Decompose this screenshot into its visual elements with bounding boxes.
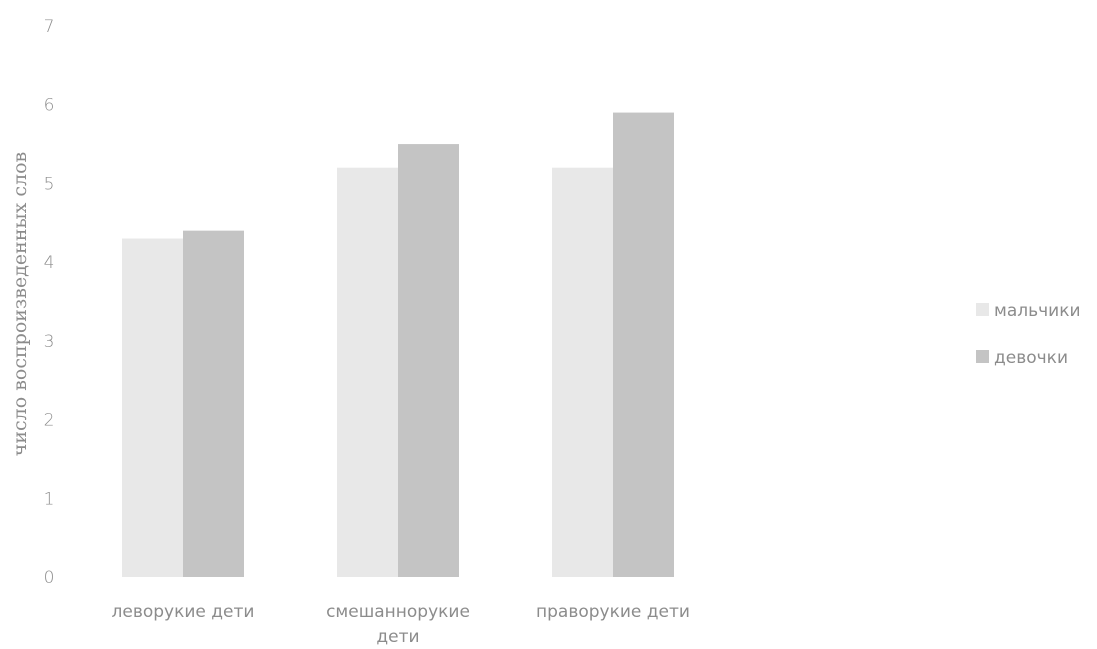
legend-swatch (976, 303, 989, 316)
y-tick-label: 3 (44, 332, 55, 352)
x-tick-label: леворукие дети (112, 602, 255, 622)
x-tick-label: смешаннорукие (326, 602, 470, 622)
legend-label: девочки (994, 348, 1068, 368)
y-tick-label: 0 (44, 568, 55, 588)
legend-label: мальчики (994, 301, 1081, 321)
legend: мальчики девочки (976, 301, 1081, 368)
y-tick-label: 1 (44, 489, 55, 509)
y-tick-label: 7 (44, 17, 55, 37)
bar-girls-1 (398, 144, 459, 578)
bar-boys-2 (552, 167, 613, 577)
x-axis-labels: леворукие дети смешаннорукие дети праворуки… (112, 602, 690, 647)
bar-girls-2 (613, 112, 674, 577)
y-tick-label: 6 (44, 96, 55, 116)
legend-swatch (976, 350, 989, 363)
x-tick-label: дети (376, 627, 419, 647)
y-axis-title: число воспроизведенных слов (9, 152, 31, 456)
y-tick-label: 5 (44, 174, 55, 194)
bar-girls-0 (183, 230, 244, 577)
bar-boys-0 (122, 238, 183, 577)
bar-boys-1 (337, 167, 398, 577)
y-tick-label: 4 (44, 253, 55, 273)
x-tick-label: праворукие дети (536, 602, 690, 622)
y-tick-label: 2 (44, 411, 55, 431)
bars (122, 112, 674, 578)
y-axis-ticks: 0 1 2 3 4 5 6 7 (44, 17, 55, 588)
